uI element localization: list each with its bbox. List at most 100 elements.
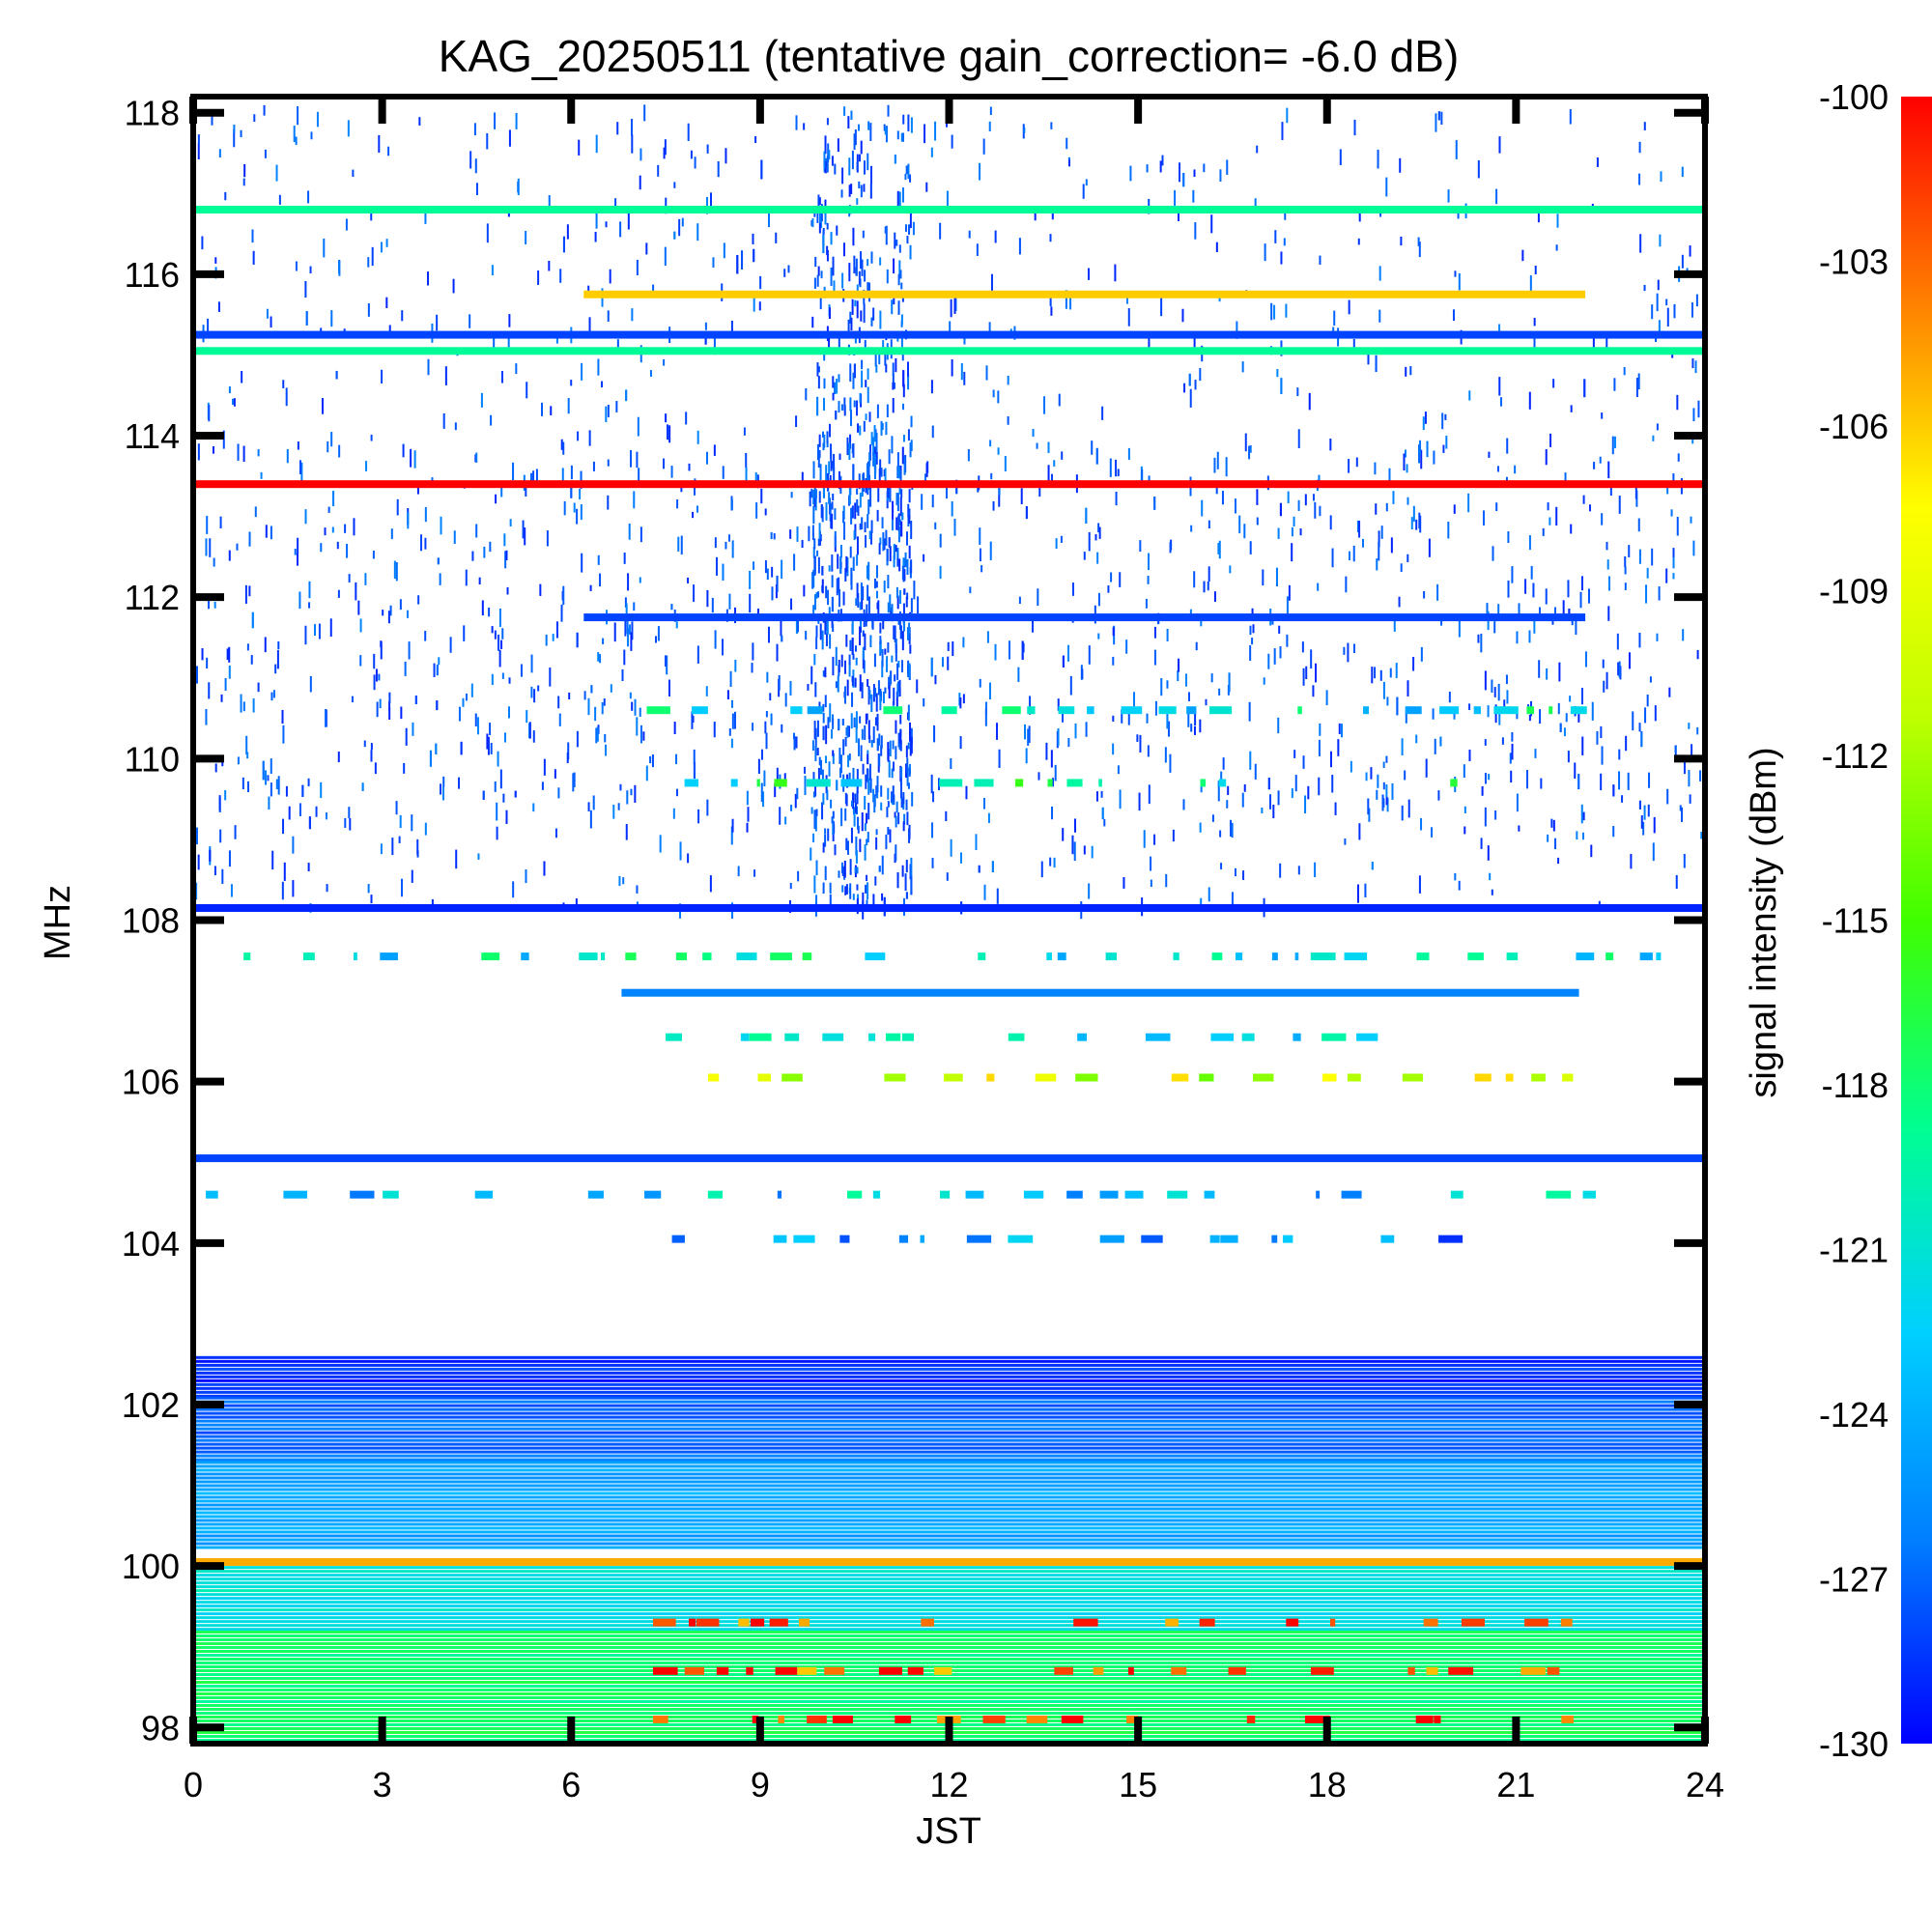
speckle-mark — [749, 593, 752, 613]
speckle-mark — [628, 624, 631, 635]
speckle-mark — [832, 820, 835, 836]
intermittent-segment — [730, 779, 738, 787]
speckle-mark — [1243, 524, 1246, 539]
speckle-mark — [864, 823, 867, 832]
speckle-mark — [1188, 373, 1191, 386]
intermittent-segment — [1294, 952, 1299, 961]
speckle-mark — [784, 693, 787, 707]
speckle-mark — [1047, 441, 1050, 453]
speckle-mark — [1528, 535, 1531, 551]
speckle-mark — [1514, 465, 1517, 474]
speckle-mark — [655, 636, 658, 643]
noise-stripe — [193, 1407, 1705, 1411]
band-line-5 — [583, 613, 1586, 622]
speckle-mark — [494, 630, 497, 639]
speckle-mark — [1127, 447, 1130, 460]
speckle-mark — [1506, 690, 1509, 704]
speckle-mark — [856, 284, 859, 296]
speckle-mark — [887, 787, 890, 800]
speckle-mark — [826, 440, 829, 448]
intermittent-segment — [653, 1666, 678, 1675]
speckle-mark — [817, 450, 820, 469]
intermittent-segment — [1423, 1618, 1438, 1627]
y-tick-label: 102 — [122, 1385, 180, 1425]
speckle-mark — [1308, 392, 1311, 411]
speckle-mark — [1608, 576, 1611, 591]
speckle-mark — [1007, 415, 1009, 425]
speckle-mark — [687, 853, 690, 864]
intermittent-segment — [1356, 1033, 1378, 1041]
intermittent-segment — [1639, 952, 1653, 961]
speckle-mark — [237, 756, 240, 765]
intermittent-segment — [974, 779, 994, 787]
intermittent-segment — [1329, 1618, 1336, 1627]
speckle-mark — [1657, 279, 1660, 291]
intermittent-segment — [1363, 706, 1370, 715]
speckle-mark — [1199, 368, 1202, 382]
speckle-mark — [1690, 744, 1693, 760]
speckle-mark — [832, 392, 835, 401]
noise-stripe — [193, 1458, 1705, 1462]
speckle-mark — [1638, 723, 1641, 732]
speckle-mark — [1291, 526, 1293, 537]
speckle-mark — [898, 486, 901, 495]
speckle-mark — [1193, 725, 1196, 735]
speckle-mark — [1280, 251, 1283, 265]
speckle-mark — [1666, 788, 1669, 805]
speckle-mark — [1268, 794, 1271, 810]
intermittent-segment — [1286, 1618, 1299, 1627]
speckle-mark — [1653, 816, 1656, 834]
speckle-mark — [824, 616, 827, 631]
speckle-mark — [1417, 237, 1420, 246]
speckle-mark — [636, 885, 639, 894]
speckle-mark — [1347, 642, 1350, 663]
speckle-mark — [500, 487, 503, 497]
intermittent-segment — [1246, 1715, 1256, 1723]
speckle-mark — [502, 793, 505, 803]
speckle-mark — [904, 873, 907, 892]
speckle-mark — [821, 630, 824, 650]
intermittent-segment — [1311, 1666, 1334, 1675]
speckle-mark — [351, 696, 354, 703]
speckle-mark — [845, 555, 848, 573]
speckle-mark — [875, 837, 878, 850]
speckle-mark — [891, 299, 894, 315]
intermittent-segment — [778, 1715, 785, 1723]
speckle-mark — [756, 609, 759, 617]
speckle-mark — [299, 460, 302, 474]
speckle-mark — [1692, 408, 1695, 422]
speckle-mark — [1593, 462, 1596, 469]
speckle-mark — [1368, 808, 1371, 822]
speckle-mark — [1189, 388, 1192, 408]
speckle-mark — [867, 368, 869, 380]
speckle-mark — [558, 713, 561, 726]
speckle-mark — [911, 791, 914, 807]
speckle-mark — [989, 106, 992, 115]
speckle-mark — [205, 538, 208, 556]
speckle-mark — [424, 537, 427, 550]
speckle-mark — [614, 198, 617, 210]
speckle-mark — [240, 129, 242, 138]
speckle-mark — [962, 637, 965, 648]
speckle-mark — [1273, 648, 1276, 665]
speckle-mark — [870, 530, 873, 545]
speckle-mark — [388, 707, 391, 721]
speckle-mark — [897, 526, 900, 543]
intermittent-segment — [1506, 952, 1519, 961]
speckle-mark — [950, 838, 952, 857]
speckle-mark — [864, 522, 867, 533]
speckle-mark — [886, 549, 889, 561]
speckle-mark — [885, 421, 888, 436]
speckle-mark — [411, 869, 413, 883]
speckle-mark — [779, 807, 781, 825]
speckle-mark — [851, 505, 854, 519]
speckle-mark — [228, 550, 231, 561]
speckle-mark — [1545, 449, 1548, 466]
speckle-mark — [525, 482, 527, 497]
speckle-mark — [951, 500, 953, 517]
intermittent-segment — [757, 1073, 771, 1082]
speckle-mark — [264, 149, 267, 158]
speckle-mark — [903, 813, 906, 825]
speckle-mark — [906, 766, 909, 786]
speckle-mark — [639, 577, 641, 583]
